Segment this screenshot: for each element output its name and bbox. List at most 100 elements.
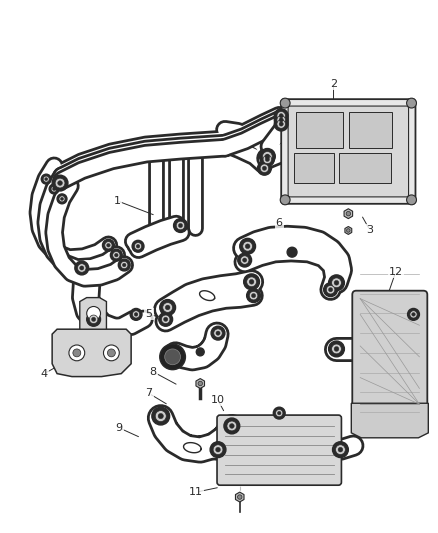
Circle shape [73,349,81,357]
Circle shape [224,418,240,434]
FancyBboxPatch shape [352,290,427,412]
Circle shape [210,442,226,457]
Circle shape [274,109,288,123]
Circle shape [412,313,415,316]
Text: 11: 11 [189,487,203,497]
Circle shape [78,264,86,272]
Circle shape [53,188,56,190]
Circle shape [69,345,85,361]
Polygon shape [351,403,428,438]
Circle shape [280,98,290,108]
Circle shape [165,349,180,365]
Circle shape [273,407,285,419]
Circle shape [59,196,65,202]
Circle shape [214,329,223,337]
FancyBboxPatch shape [217,415,342,485]
Text: 10: 10 [211,395,225,405]
Circle shape [75,261,88,275]
Circle shape [161,315,170,324]
Polygon shape [344,209,353,219]
Circle shape [279,114,283,118]
Circle shape [334,346,339,351]
Circle shape [118,259,130,271]
Circle shape [163,303,173,312]
Circle shape [115,253,118,257]
Circle shape [178,223,183,228]
Circle shape [244,274,259,290]
Circle shape [287,247,297,257]
Circle shape [249,292,258,300]
Circle shape [211,326,225,340]
Circle shape [261,152,274,166]
Circle shape [277,411,281,415]
Text: 6: 6 [276,217,283,228]
Circle shape [240,256,249,264]
Circle shape [106,244,110,247]
Text: 5: 5 [145,309,152,319]
Circle shape [216,331,220,335]
Circle shape [49,184,59,194]
Circle shape [43,176,49,182]
Circle shape [213,445,223,455]
Circle shape [237,495,242,499]
Circle shape [227,421,237,431]
Circle shape [110,249,122,261]
Circle shape [103,345,119,361]
Circle shape [274,117,288,131]
Text: 7: 7 [145,389,152,398]
Circle shape [173,219,187,232]
Circle shape [89,315,98,324]
Circle shape [105,241,112,249]
Circle shape [51,186,57,192]
Circle shape [326,285,335,294]
Circle shape [107,349,115,357]
Circle shape [276,409,283,417]
Circle shape [80,266,84,270]
Polygon shape [80,297,106,329]
Circle shape [249,279,254,284]
Text: 2: 2 [330,79,337,90]
Bar [296,112,343,148]
Circle shape [338,447,343,452]
Circle shape [247,289,261,303]
Circle shape [406,195,417,205]
Circle shape [238,253,251,267]
Circle shape [87,306,101,320]
Circle shape [280,195,290,205]
Circle shape [134,313,138,316]
Circle shape [123,263,126,267]
Circle shape [258,161,271,175]
Circle shape [160,344,185,370]
Circle shape [41,174,51,184]
Circle shape [120,261,128,269]
Circle shape [332,278,341,288]
Circle shape [279,122,283,126]
Circle shape [57,194,67,204]
Circle shape [240,238,255,254]
Text: 3: 3 [367,225,374,236]
Circle shape [265,154,270,159]
Circle shape [160,300,176,316]
Text: 9: 9 [116,423,123,433]
Circle shape [277,111,286,120]
Circle shape [45,177,48,181]
Circle shape [346,229,350,232]
Text: 12: 12 [389,267,403,277]
Circle shape [334,280,339,285]
Circle shape [262,166,266,171]
Circle shape [259,149,275,164]
Circle shape [245,244,250,248]
Circle shape [328,341,344,357]
Circle shape [332,344,341,354]
FancyBboxPatch shape [288,106,409,197]
Circle shape [215,447,220,452]
Circle shape [408,309,420,320]
Text: 4: 4 [41,369,48,378]
Text: 1: 1 [114,196,121,206]
Circle shape [230,424,234,429]
Polygon shape [236,492,244,502]
Circle shape [260,164,268,173]
FancyBboxPatch shape [281,99,416,204]
Circle shape [196,348,204,356]
Bar [294,154,333,183]
